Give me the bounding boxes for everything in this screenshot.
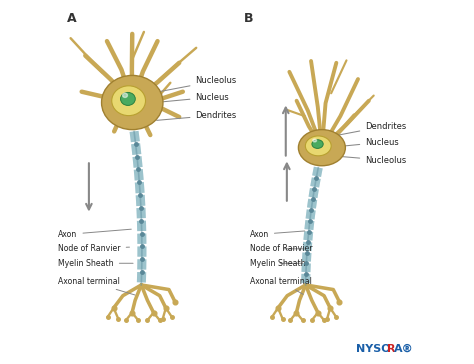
Text: Myelin Sheath: Myelin Sheath: [58, 259, 133, 268]
Text: A®: A®: [394, 344, 414, 353]
Text: Nucleus: Nucleus: [329, 138, 399, 147]
Text: Node of Ranvier: Node of Ranvier: [58, 244, 129, 253]
Ellipse shape: [313, 139, 317, 142]
Text: Dendrites: Dendrites: [332, 122, 407, 136]
Text: Axon: Axon: [58, 229, 131, 239]
Text: Axon: Axon: [250, 230, 305, 239]
Ellipse shape: [299, 130, 346, 166]
Text: A: A: [67, 12, 77, 25]
Text: Myelin Sheath: Myelin Sheath: [250, 259, 305, 268]
Text: Axonal terminal: Axonal terminal: [250, 277, 311, 294]
Text: R: R: [387, 344, 395, 353]
Ellipse shape: [120, 92, 135, 106]
Text: Dendrites: Dendrites: [157, 111, 237, 120]
Ellipse shape: [305, 136, 331, 156]
Text: Nucleus: Nucleus: [138, 92, 229, 104]
Text: Axonal terminal: Axonal terminal: [58, 277, 135, 295]
Text: Node of Ranvier: Node of Ranvier: [250, 244, 312, 253]
Text: Nucleolus: Nucleolus: [133, 76, 237, 96]
Text: B: B: [244, 12, 254, 25]
Ellipse shape: [101, 75, 163, 130]
Ellipse shape: [312, 140, 323, 149]
Text: Nucleolus: Nucleolus: [325, 155, 407, 165]
Ellipse shape: [112, 86, 146, 116]
Ellipse shape: [123, 93, 128, 98]
Text: NYSO: NYSO: [356, 344, 391, 353]
